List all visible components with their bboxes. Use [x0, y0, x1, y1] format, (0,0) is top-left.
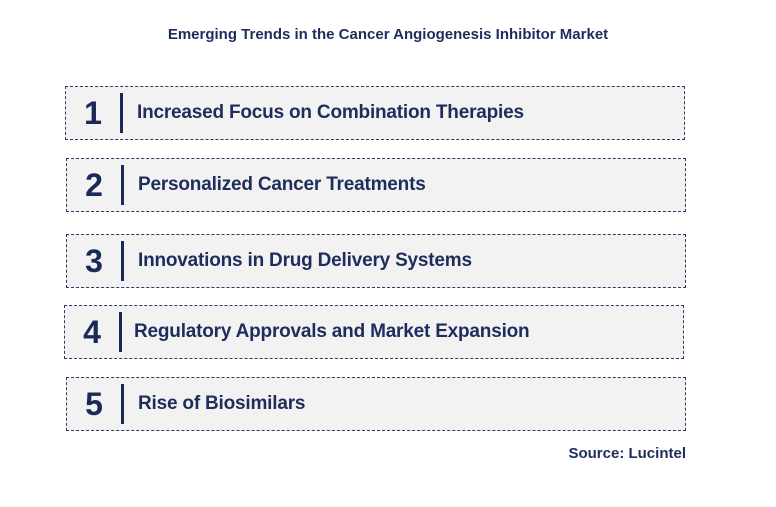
trend-item-2: 2 Personalized Cancer Treatments [66, 158, 686, 212]
trend-label: Personalized Cancer Treatments [138, 174, 426, 195]
divider-bar [121, 241, 124, 281]
trend-number: 2 [85, 167, 103, 203]
trend-item-4: 4 Regulatory Approvals and Market Expans… [64, 305, 684, 359]
trend-number: 5 [85, 386, 103, 422]
divider-bar [120, 93, 123, 133]
divider-bar [121, 384, 124, 424]
source-credit: Source: Lucintel [568, 445, 686, 462]
trend-number: 3 [85, 243, 103, 279]
trend-number: 1 [84, 95, 102, 131]
trend-number: 4 [83, 314, 101, 350]
page-title: Emerging Trends in the Cancer Angiogenes… [167, 26, 609, 43]
trend-item-5: 5 Rise of Biosimilars [66, 377, 686, 431]
trend-item-1: 1 Increased Focus on Combination Therapi… [65, 86, 685, 140]
trend-label: Increased Focus on Combination Therapies [137, 102, 524, 123]
trend-item-3: 3 Innovations in Drug Delivery Systems [66, 234, 686, 288]
divider-bar [119, 312, 122, 352]
divider-bar [121, 165, 124, 205]
trend-label: Rise of Biosimilars [138, 393, 306, 414]
trend-label: Regulatory Approvals and Market Expansio… [134, 321, 530, 342]
trend-label: Innovations in Drug Delivery Systems [138, 250, 472, 271]
